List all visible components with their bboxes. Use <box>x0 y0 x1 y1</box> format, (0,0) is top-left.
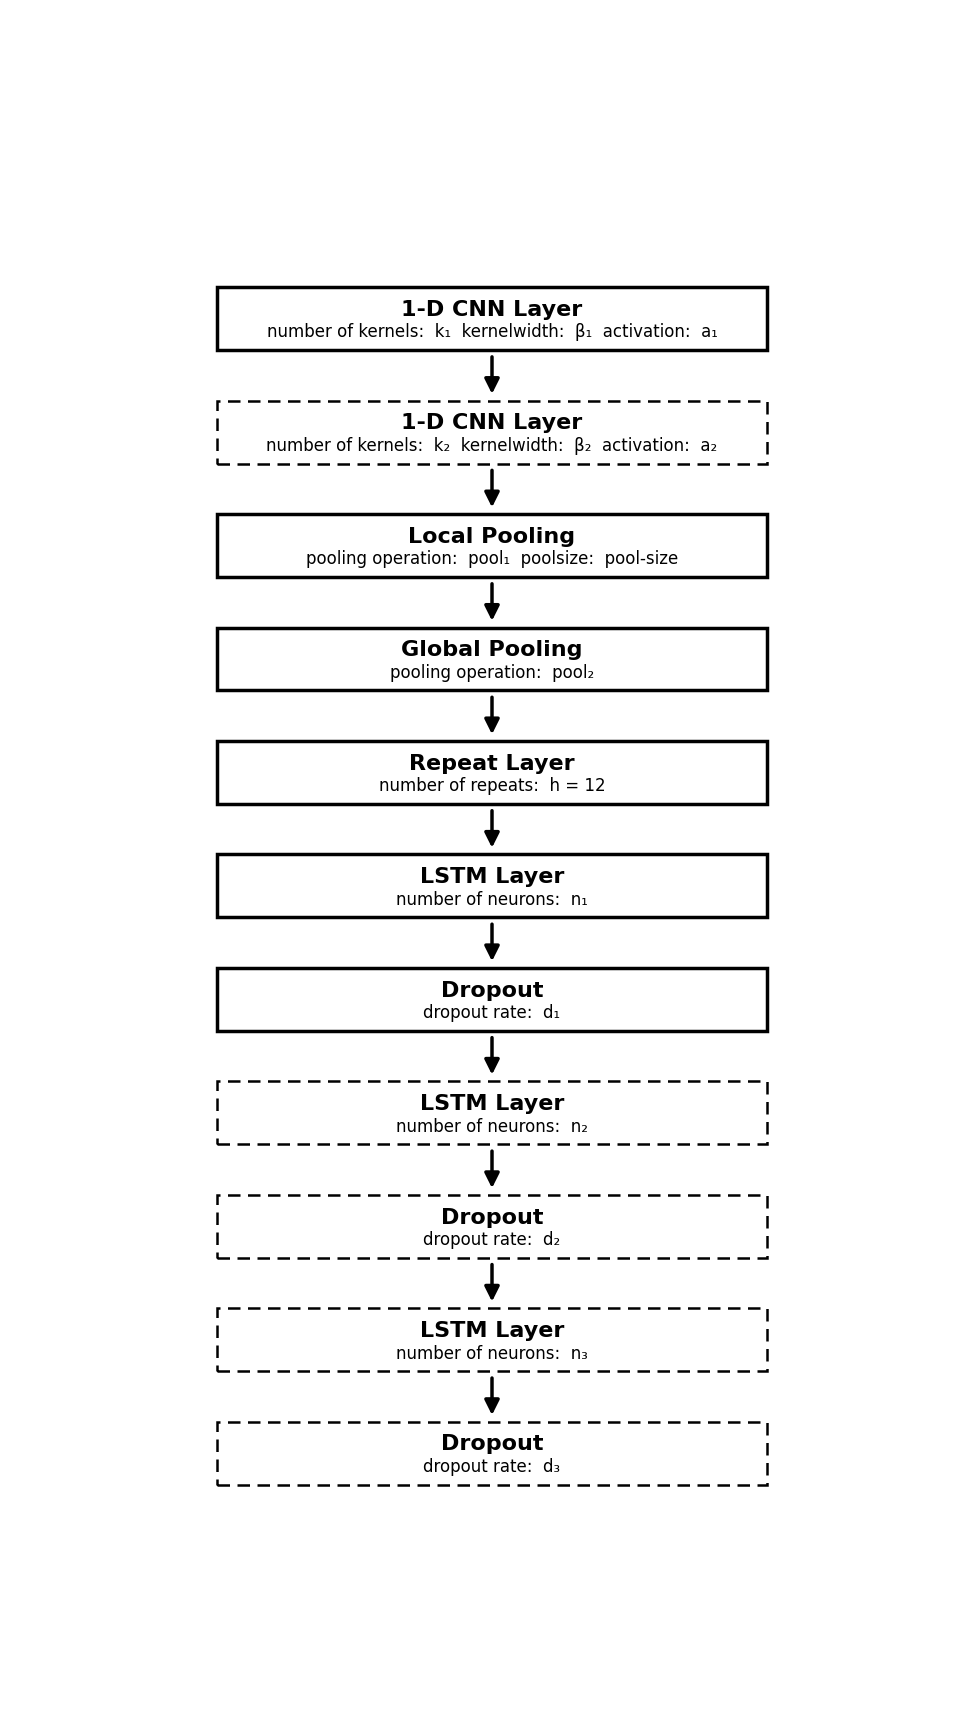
Text: Local Pooling: Local Pooling <box>408 527 576 546</box>
Text: pooling operation:  pool₂: pooling operation: pool₂ <box>390 664 594 683</box>
FancyBboxPatch shape <box>217 968 767 1032</box>
Text: Global Pooling: Global Pooling <box>401 639 583 660</box>
Text: Dropout: Dropout <box>441 1208 543 1227</box>
FancyBboxPatch shape <box>217 1194 767 1258</box>
FancyBboxPatch shape <box>217 741 767 804</box>
Text: number of kernels:  k₂  kernelwidth:  β₂  activation:  a₂: number of kernels: k₂ kernelwidth: β₂ ac… <box>266 437 718 454</box>
Text: LSTM Layer: LSTM Layer <box>420 1094 564 1115</box>
Text: Dropout: Dropout <box>441 980 543 1001</box>
FancyBboxPatch shape <box>217 287 767 351</box>
Text: number of neurons:  n₂: number of neurons: n₂ <box>396 1118 588 1135</box>
Text: 1-D CNN Layer: 1-D CNN Layer <box>401 413 583 434</box>
Text: pooling operation:  pool₁  poolsize:  pool-size: pooling operation: pool₁ poolsize: pool-… <box>306 551 678 569</box>
FancyBboxPatch shape <box>217 401 767 463</box>
FancyBboxPatch shape <box>217 1082 767 1144</box>
Text: 1-D CNN Layer: 1-D CNN Layer <box>401 301 583 320</box>
Text: number of neurons:  n₁: number of neurons: n₁ <box>396 890 588 909</box>
Text: number of neurons:  n₃: number of neurons: n₃ <box>396 1344 588 1363</box>
FancyBboxPatch shape <box>217 855 767 918</box>
FancyBboxPatch shape <box>217 515 767 577</box>
Text: number of kernels:  k₁  kernelwidth:  β₁  activation:  a₁: number of kernels: k₁ kernelwidth: β₁ ac… <box>267 323 717 342</box>
Text: dropout rate:  d₁: dropout rate: d₁ <box>423 1004 561 1023</box>
Text: dropout rate:  d₃: dropout rate: d₃ <box>423 1458 561 1476</box>
FancyBboxPatch shape <box>217 627 767 691</box>
FancyBboxPatch shape <box>217 1308 767 1372</box>
Text: dropout rate:  d₂: dropout rate: d₂ <box>423 1230 561 1249</box>
Text: number of repeats:  h = 12: number of repeats: h = 12 <box>378 778 606 795</box>
Text: LSTM Layer: LSTM Layer <box>420 1320 564 1341</box>
Text: Repeat Layer: Repeat Layer <box>409 753 575 774</box>
FancyBboxPatch shape <box>217 1422 767 1484</box>
Text: LSTM Layer: LSTM Layer <box>420 867 564 886</box>
Text: Dropout: Dropout <box>441 1434 543 1455</box>
